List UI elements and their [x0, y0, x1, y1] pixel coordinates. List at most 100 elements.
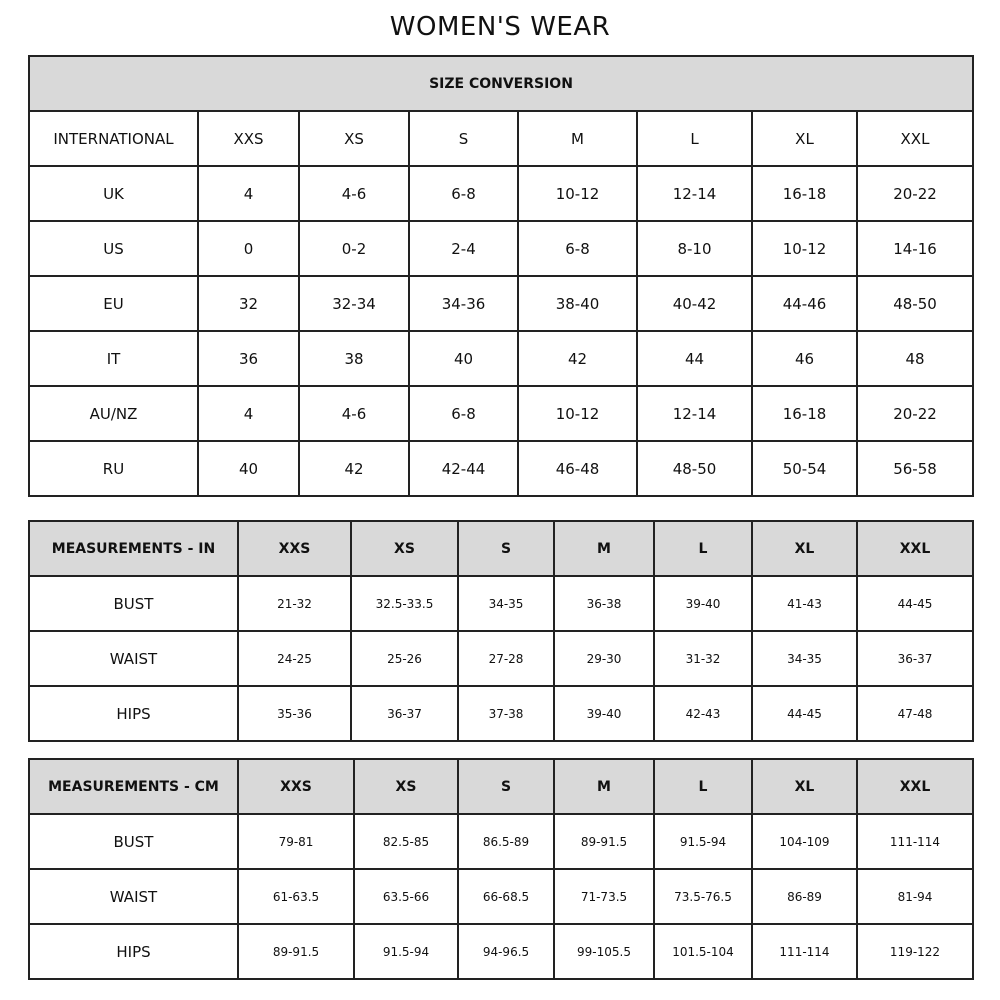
- row-label: BUST: [28, 813, 239, 870]
- column-header: XXL: [856, 110, 974, 167]
- column-header: XXS: [237, 520, 352, 577]
- table-cell: 40: [197, 440, 300, 497]
- column-header: M: [553, 758, 655, 815]
- table-cell: 6-8: [408, 165, 519, 222]
- row-label: US: [28, 220, 199, 277]
- table-cell: 86-89: [751, 868, 858, 925]
- column-header: S: [408, 110, 519, 167]
- column-header: S: [457, 520, 555, 577]
- table-row: WAIST 24-25 25-26 27-28 29-30 31-32 34-35 36-37: [28, 630, 974, 687]
- table-cell: 35-36: [237, 685, 352, 742]
- table-cell: 36: [197, 330, 300, 387]
- table-cell: 2-4: [408, 220, 519, 277]
- table-cell: 34-35: [751, 630, 858, 687]
- table-cell: 48-50: [636, 440, 753, 497]
- table-cell: 34-35: [457, 575, 555, 632]
- column-header: L: [653, 758, 753, 815]
- table-cell: 73.5-76.5: [653, 868, 753, 925]
- table-cell: 4: [197, 165, 300, 222]
- table-cell: 81-94: [856, 868, 974, 925]
- table-cell: 20-22: [856, 385, 974, 442]
- table-cell: 36-37: [856, 630, 974, 687]
- table-cell: 42-43: [653, 685, 753, 742]
- table-cell: 24-25: [237, 630, 352, 687]
- table-cell: 82.5-85: [353, 813, 459, 870]
- table-cell: 12-14: [636, 385, 753, 442]
- table-row: US 0 0-2 2-4 6-8 8-10 10-12 14-16: [28, 220, 974, 277]
- table-cell: 104-109: [751, 813, 858, 870]
- column-header: S: [457, 758, 555, 815]
- table-cell: 27-28: [457, 630, 555, 687]
- table-cell: 56-58: [856, 440, 974, 497]
- table-cell: 66-68.5: [457, 868, 555, 925]
- row-label: HIPS: [28, 685, 239, 742]
- row-label: WAIST: [28, 630, 239, 687]
- table-cell: 61-63.5: [237, 868, 355, 925]
- table-cell: 42-44: [408, 440, 519, 497]
- table-row: WAIST 61-63.5 63.5-66 66-68.5 71-73.5 73.5-76…: [28, 868, 974, 925]
- table-cell: 25-26: [350, 630, 459, 687]
- table-cell: 47-48: [856, 685, 974, 742]
- table-cell: 39-40: [553, 685, 655, 742]
- table-cell: 10-12: [517, 385, 638, 442]
- table-cell: 12-14: [636, 165, 753, 222]
- row-label: EU: [28, 275, 199, 332]
- table-cell: 79-81: [237, 813, 355, 870]
- table-cell: 111-114: [751, 923, 858, 980]
- row-label: AU/NZ: [28, 385, 199, 442]
- size-conversion-table: SIZE CONVERSION INTERNATIONAL XXS XS S M L XL XX…: [28, 55, 974, 497]
- table-cell: 48: [856, 330, 974, 387]
- column-header: INTERNATIONAL: [28, 110, 199, 167]
- table-cell: 42: [298, 440, 410, 497]
- table-cell: 42: [517, 330, 638, 387]
- column-header: M: [553, 520, 655, 577]
- table-cell: 14-16: [856, 220, 974, 277]
- table-cell: 71-73.5: [553, 868, 655, 925]
- table-cell: 44-45: [751, 685, 858, 742]
- column-header: M: [517, 110, 638, 167]
- table-cell: 4-6: [298, 165, 410, 222]
- column-header: XS: [353, 758, 459, 815]
- table-cell: 44: [636, 330, 753, 387]
- column-header: MEASUREMENTS - IN: [28, 520, 239, 577]
- header-row: INTERNATIONAL XXS XS S M L XL XXL: [28, 110, 974, 167]
- table-cell: 8-10: [636, 220, 753, 277]
- table-heading: SIZE CONVERSION: [28, 55, 974, 112]
- page-title: WOMEN'S WEAR: [389, 12, 611, 42]
- table-cell: 36-37: [350, 685, 459, 742]
- table-cell: 0: [197, 220, 300, 277]
- column-header: L: [636, 110, 753, 167]
- table-cell: 46: [751, 330, 858, 387]
- table-cell: 32.5-33.5: [350, 575, 459, 632]
- table-row: RU 40 42 42-44 46-48 48-50 50-54 56-58: [28, 440, 974, 497]
- table-cell: 39-40: [653, 575, 753, 632]
- table-row: BUST 21-32 32.5-33.5 34-35 36-38 39-40 41-43 44…: [28, 575, 974, 632]
- table-cell: 4-6: [298, 385, 410, 442]
- column-header: MEASUREMENTS - CM: [28, 758, 239, 815]
- column-header: XXS: [197, 110, 300, 167]
- column-header: XXL: [856, 520, 974, 577]
- table-cell: 63.5-66: [353, 868, 459, 925]
- table-cell: 89-91.5: [553, 813, 655, 870]
- table-cell: 44-46: [751, 275, 858, 332]
- header-row: MEASUREMENTS - CM XXS XS S M L XL XXL: [28, 758, 974, 815]
- row-label: WAIST: [28, 868, 239, 925]
- table-cell: 94-96.5: [457, 923, 555, 980]
- table-cell: 111-114: [856, 813, 974, 870]
- table-cell: 101.5-104: [653, 923, 753, 980]
- table-cell: 4: [197, 385, 300, 442]
- column-header: XS: [298, 110, 410, 167]
- table-cell: 20-22: [856, 165, 974, 222]
- column-header: L: [653, 520, 753, 577]
- table-cell: 32-34: [298, 275, 410, 332]
- table-cell: 34-36: [408, 275, 519, 332]
- table-cell: 91.5-94: [353, 923, 459, 980]
- table-cell: 40-42: [636, 275, 753, 332]
- table-cell: 37-38: [457, 685, 555, 742]
- table-cell: 119-122: [856, 923, 974, 980]
- table-cell: 50-54: [751, 440, 858, 497]
- table-cell: 6-8: [408, 385, 519, 442]
- column-header: XXS: [237, 758, 355, 815]
- table-heading-row: SIZE CONVERSION: [28, 55, 974, 112]
- table-cell: 36-38: [553, 575, 655, 632]
